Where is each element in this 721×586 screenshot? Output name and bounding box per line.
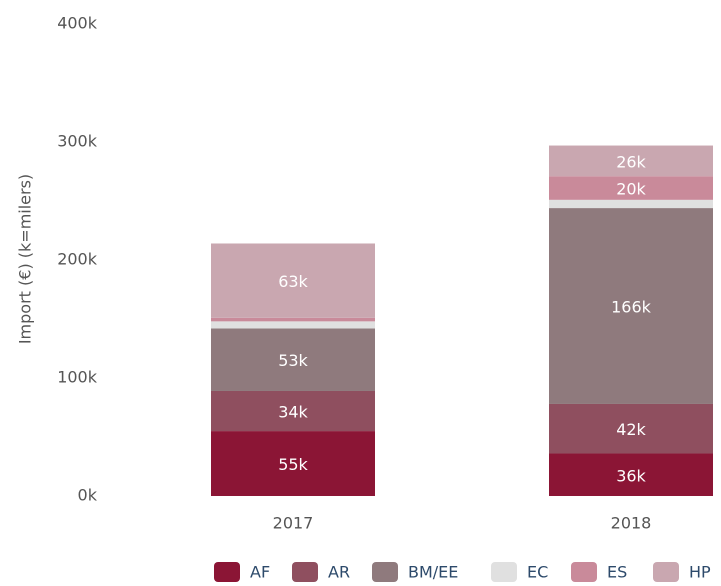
y-tick-label: 300k xyxy=(57,132,98,151)
legend-swatch xyxy=(571,562,597,582)
y-tick-label: 100k xyxy=(57,368,98,387)
bar-segment xyxy=(549,403,713,454)
data-label: 42k xyxy=(616,420,646,439)
y-axis-label: Import (€) (k=milers) xyxy=(16,174,35,344)
data-label: 36k xyxy=(616,466,646,485)
legend-label: BM/EE xyxy=(408,563,458,582)
data-label: 55k xyxy=(278,455,308,474)
legend-label: AF xyxy=(250,563,270,582)
y-tick-label: 400k xyxy=(57,14,98,33)
bar-segment xyxy=(549,199,713,209)
legend-label: EC xyxy=(527,563,548,582)
bar-segment xyxy=(211,317,375,322)
legend-swatch xyxy=(653,562,679,582)
x-tick-label: 2018 xyxy=(611,514,652,533)
y-tick-label: 0k xyxy=(78,486,98,505)
legend-swatch xyxy=(214,562,240,582)
data-label: 26k xyxy=(616,152,646,171)
data-label: 20k xyxy=(616,180,646,199)
legend-swatch xyxy=(372,562,398,582)
bar-segment xyxy=(211,431,375,496)
bar-segment xyxy=(211,328,375,391)
y-tick-label: 200k xyxy=(57,250,98,269)
legend-swatch xyxy=(292,562,318,582)
data-label: 53k xyxy=(278,351,308,370)
bar-segment xyxy=(549,208,713,404)
legend-label: HP xyxy=(689,563,711,582)
data-label: 166k xyxy=(611,298,652,317)
data-label: 34k xyxy=(278,403,308,422)
bar-segment xyxy=(549,145,713,177)
legend-swatch xyxy=(491,562,517,582)
legend-label: ES xyxy=(607,563,627,582)
bar-segment xyxy=(549,453,713,496)
x-tick-label: 2017 xyxy=(273,514,314,533)
legend-label: AR xyxy=(328,563,350,582)
bar-segment xyxy=(549,176,713,200)
bar-segment xyxy=(211,390,375,432)
bar-segment xyxy=(211,243,375,318)
bar-segment xyxy=(211,321,375,329)
data-label: 63k xyxy=(278,272,308,291)
